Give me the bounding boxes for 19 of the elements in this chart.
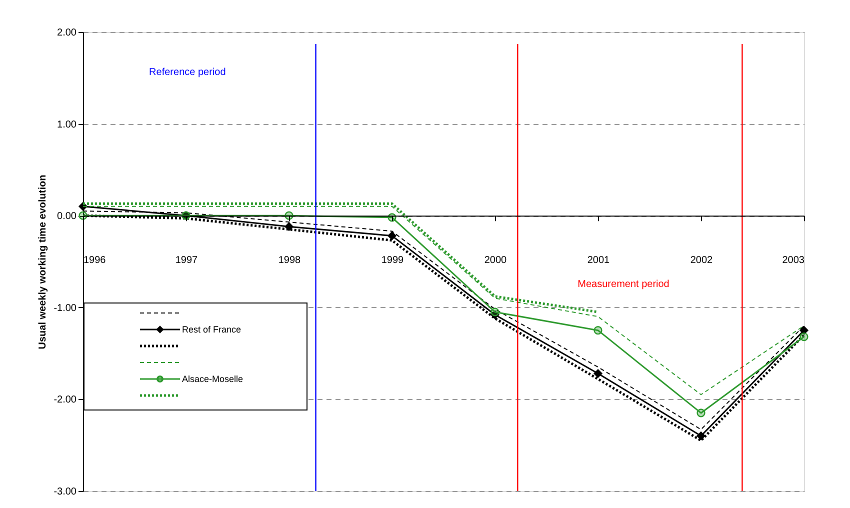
legend-label: Rest of France <box>182 324 242 334</box>
y-tick-label: 2.00 <box>57 28 77 38</box>
ref-line-label: Measurement period <box>578 279 670 290</box>
y-tick-label: -2.00 <box>54 394 77 406</box>
x-tick-label: 1996 <box>84 255 106 266</box>
x-tick-label: 1998 <box>278 255 302 266</box>
x-tick-label: 1999 <box>381 255 404 266</box>
y-tick-label: -3.00 <box>54 486 77 498</box>
y-tick-label: 0.00 <box>57 211 77 222</box>
y-tick-label: -1.00 <box>54 302 77 314</box>
y-axis-title: Usual weekly working time evolution <box>38 174 49 350</box>
ref-line-label: Reference period <box>149 67 226 78</box>
x-tick-label: 2003 <box>782 255 805 266</box>
x-tick-label: 2000 <box>484 255 508 266</box>
x-tick-label: 2002 <box>690 255 714 266</box>
legend-label: Alsace-Moselle <box>182 374 244 384</box>
x-tick-label: 1997 <box>175 255 198 266</box>
x-tick-label: 2001 <box>587 255 610 266</box>
y-tick-label: 1.00 <box>57 119 77 130</box>
